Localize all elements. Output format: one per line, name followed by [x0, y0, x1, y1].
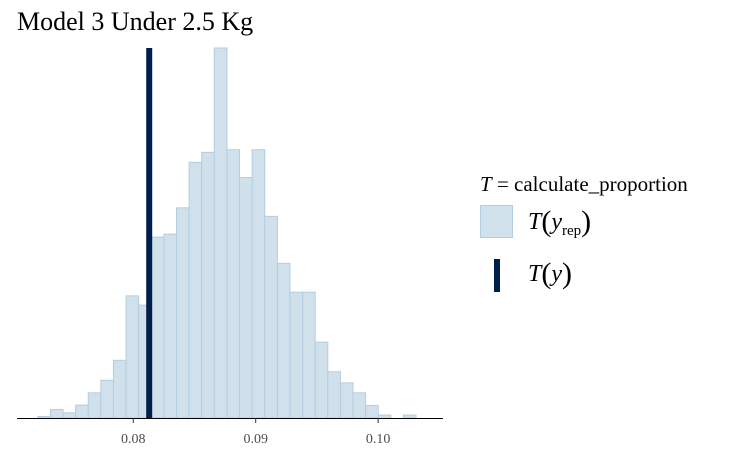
histogram-bar — [163, 233, 178, 419]
histogram-bar — [87, 392, 102, 419]
legend-item-replicated: T(yrep) — [480, 197, 688, 247]
histogram-bar — [176, 207, 190, 419]
observed-swatch — [494, 259, 500, 292]
histogram-bar — [75, 404, 89, 419]
histogram-bars — [37, 47, 417, 419]
histogram-bar — [339, 382, 354, 419]
legend: T = calculate_proportion T(yrep) T(y) — [480, 172, 688, 297]
histogram-bar — [100, 379, 114, 419]
histogram-bar — [188, 161, 203, 419]
x-axis-ticks: 0.08 0.09 0.10 — [121, 418, 390, 447]
legend-label-replicated: T(yrep) — [528, 205, 592, 239]
legend-label-observed: T(y) — [528, 257, 573, 290]
observed-statistic-line — [146, 48, 153, 418]
histogram-bar — [49, 408, 64, 419]
replicated-swatch — [480, 205, 513, 238]
histogram-bar — [239, 177, 253, 419]
histogram-bar — [327, 371, 341, 419]
histogram-bar — [251, 149, 266, 419]
histogram-bar — [314, 341, 329, 419]
legend-item-observed: T(y) — [480, 247, 688, 297]
histogram-bar — [302, 291, 316, 419]
histogram-bar — [62, 412, 77, 419]
histogram-bar — [201, 151, 215, 419]
histogram-bar — [226, 149, 241, 419]
histogram-bar — [37, 416, 51, 419]
x-tick-label: 0.09 — [243, 432, 268, 447]
histogram-bar — [213, 47, 228, 419]
chart-title: Model 3 Under 2.5 Kg — [17, 7, 254, 36]
histogram-bar — [125, 295, 140, 419]
histogram-bar — [289, 291, 304, 419]
histogram-bar — [276, 262, 291, 419]
histogram-bar — [112, 359, 127, 419]
histogram-bar — [402, 414, 417, 419]
x-tick-label: 0.10 — [366, 432, 391, 447]
legend-title: T = calculate_proportion — [480, 172, 688, 196]
histogram-bar — [150, 236, 165, 419]
histogram-bar — [352, 392, 367, 419]
histogram-bar — [264, 215, 278, 419]
histogram-bar — [377, 414, 392, 419]
x-tick-label: 0.08 — [121, 432, 146, 447]
histogram-bar — [365, 404, 379, 419]
